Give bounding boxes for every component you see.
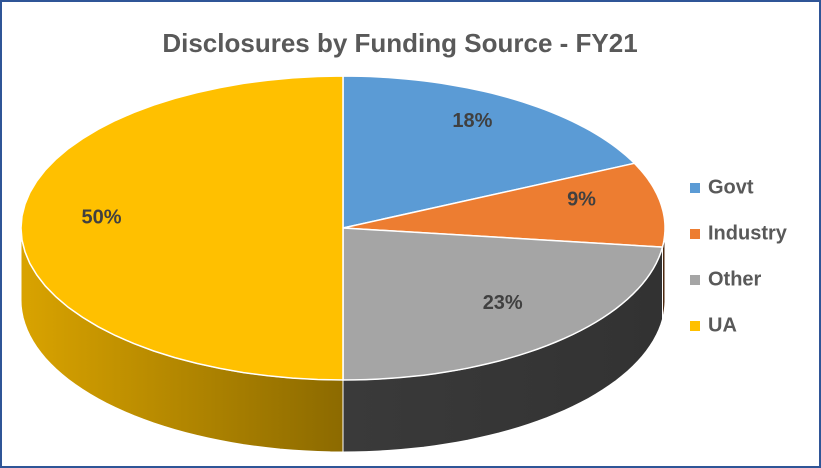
legend-swatch [690,229,700,239]
pie-slice [342,162,666,248]
pie-slice [20,75,344,381]
legend-swatch [690,321,700,331]
data-label: 23% [483,292,523,314]
legend-label: Govt [708,176,754,198]
legend: Govt Industry Other UA [690,176,788,336]
legend-label: UA [708,314,737,336]
legend-swatch [690,183,700,193]
legend-label: Industry [708,222,788,244]
data-label: 18% [452,110,492,132]
data-label: 9% [567,188,596,210]
pie-slice [342,75,636,229]
chart-title: Disclosures by Funding Source - FY21 [162,28,637,58]
pie: 18% 9% 23% 50% [20,75,666,453]
pie-slice [342,227,664,381]
legend-swatch [690,275,700,285]
legend-label: Other [708,268,762,290]
data-label: 50% [81,206,121,228]
